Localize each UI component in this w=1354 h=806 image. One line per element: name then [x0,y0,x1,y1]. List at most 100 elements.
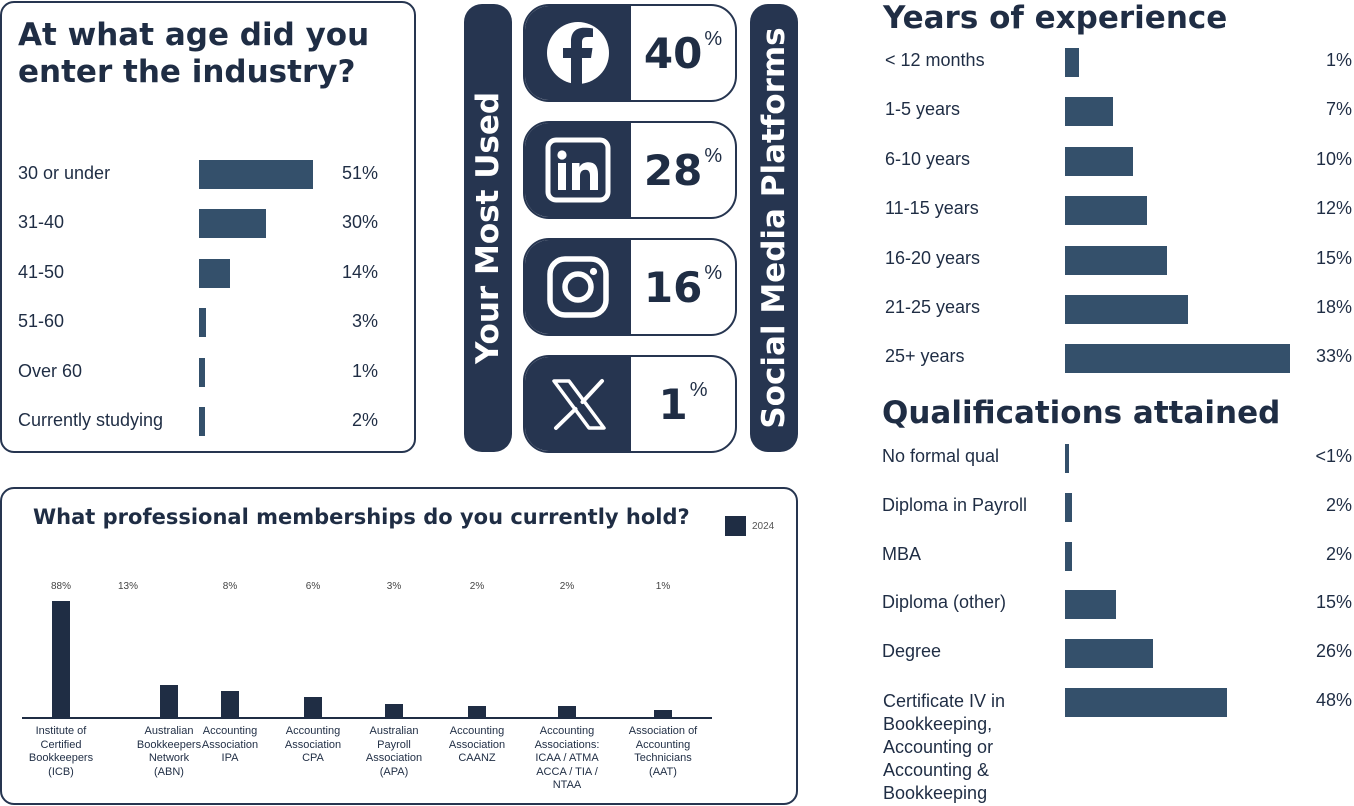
experience-row-value: 15% [1315,247,1352,268]
experience-row-label: 11-15 years [885,198,979,219]
memberships-bar [654,710,672,717]
age-row-label: 51-60 [18,311,65,332]
experience-row-bar [1065,146,1134,176]
experience-row-label: 6-10 years [885,148,971,169]
qualification-row-bar [1065,688,1227,717]
instagram-card: 16% [523,238,737,336]
memberships-category-label: Accounting Association IPA [202,725,258,766]
age-title-line2: enter the industry? [18,54,356,90]
linkedin-percent: 28% [631,123,735,217]
memberships-category-label-line: Associations: [534,738,600,751]
experience-row-label: < 12 months [885,50,985,70]
memberships-category-label: Accounting Associations: ICAA / ATMA ACCA /… [535,725,600,793]
memberships-category-label-line: Bookkeepers [136,738,202,751]
x-card: 1% [523,355,737,453]
memberships-value-label: 6% [305,581,321,592]
memberships-category-label-line: (APA) [379,765,409,778]
facebook-card: 40% [523,4,737,102]
age-row-label: 41-50 [18,261,65,282]
memberships-value-label: 13% [117,581,139,592]
facebook-percent-symbol: % [704,27,723,50]
instagram-value: 16 [643,262,703,312]
qualification-row-bar [1065,590,1116,619]
memberships-category-label-line: NTAA [552,779,582,791]
age-row-label: Currently studying [18,410,164,430]
age-row-label: Over 60 [18,360,83,381]
qualification-row-value: <1% [1315,446,1352,466]
experience-row-bar [1065,48,1079,77]
qualification-row-bar [1065,493,1072,522]
memberships-category-label-line: (AAT) [649,765,677,778]
social-platforms-pill: Social Media Platforms [750,4,798,452]
instagram-percent-symbol: % [704,261,723,284]
age-panel: At what age did you enter the industry? … [0,1,416,453]
memberships-bar [558,706,576,717]
age-row-bar [199,407,205,436]
memberships-category-label-line: IPA [221,752,239,764]
memberships-category-label: Australian Payroll Association (APA) [366,725,422,779]
memberships-category-label-line: Association [365,752,423,764]
memberships-category-label-line: Institute of [35,725,87,737]
memberships-category-label: Accounting Association CPA [285,725,341,766]
facebook-percent: 40% [631,6,735,100]
experience-row-label: 21-25 years [885,297,981,317]
qualification-row-value: 15% [1315,592,1352,612]
memberships-category-label: Accounting Association CAANZ [449,725,505,766]
age-row-label: 31-40 [18,212,65,233]
qualification-row-label: MBA [882,544,922,564]
memberships-category-label-line: (ABN) [154,765,184,778]
linkedin-icon [545,137,611,203]
experience-title: Years of experience [883,0,1228,36]
age-title-line1: At what age did you [18,17,370,53]
memberships-category-label-line: Payroll [377,738,411,751]
memberships-value-label: 2% [559,581,575,592]
memberships-category-label: Australian Bookkeepers Network (ABN) [137,725,201,779]
memberships-category-label-line: CAANZ [458,752,496,764]
memberships-bar [385,703,403,717]
experience-row-value: 1% [1325,50,1352,70]
qualification-row-label: Certificate IV in Bookkeeping, Accountin… [883,691,1006,803]
memberships-category-label-line: Accounting [202,725,258,737]
memberships-category-label-line: Certified [40,738,82,751]
x-percent: 1% [631,357,735,451]
facebook-icon-box [525,6,631,100]
age-row-bar [199,209,267,239]
memberships-category-label: Institute of Certified Bookkeepers (ICB) [29,725,93,779]
memberships-category-label-line: Accounting [539,725,595,737]
experience-row-value: 18% [1315,297,1352,317]
memberships-bar [468,706,486,717]
age-row-value: 51% [341,163,378,183]
legend-label: 2024 [752,521,775,532]
x-percent-symbol: % [689,378,708,401]
memberships-bar [221,690,239,717]
x-icon [552,379,606,430]
memberships-category-label-line: Association [284,738,342,751]
qualification-row-label: Diploma (other) [882,592,1007,612]
experience-row-label: 1-5 years [885,99,961,120]
memberships-value-label: 3% [386,581,402,592]
memberships-category-label-line: Australian [369,725,419,737]
x-icon-box [525,357,631,451]
experience-row-bar [1065,245,1168,275]
qualification-row-label: Degree [882,641,942,661]
memberships-category-label-line: Network [148,752,190,764]
age-row-value: 14% [341,261,378,282]
memberships-category-label-line: CPA [302,752,324,764]
most-used-pill: Your Most Used [464,4,512,452]
memberships-category-label-line: ICAA / ATMA [535,752,599,764]
experience-row-value: 7% [1325,99,1352,120]
experience-row-bar [1065,97,1113,127]
memberships-value-label: 2% [469,581,485,592]
x-value: 1 [658,379,688,429]
memberships-category-label-line: Accounting [635,738,691,751]
qualification-row-bar [1065,542,1072,571]
age-title: At what age did you enter the industry? [18,17,369,91]
instagram-icon [547,256,609,318]
facebook-icon [547,22,609,84]
age-row-bar [199,357,205,387]
experience-row-bar [1065,295,1188,324]
linkedin-icon-box [525,123,631,217]
qualification-row-label: No formal qual [882,446,1000,466]
memberships-category-label-line: Accounting [449,725,505,737]
experience-row-label: 25+ years [885,346,965,367]
